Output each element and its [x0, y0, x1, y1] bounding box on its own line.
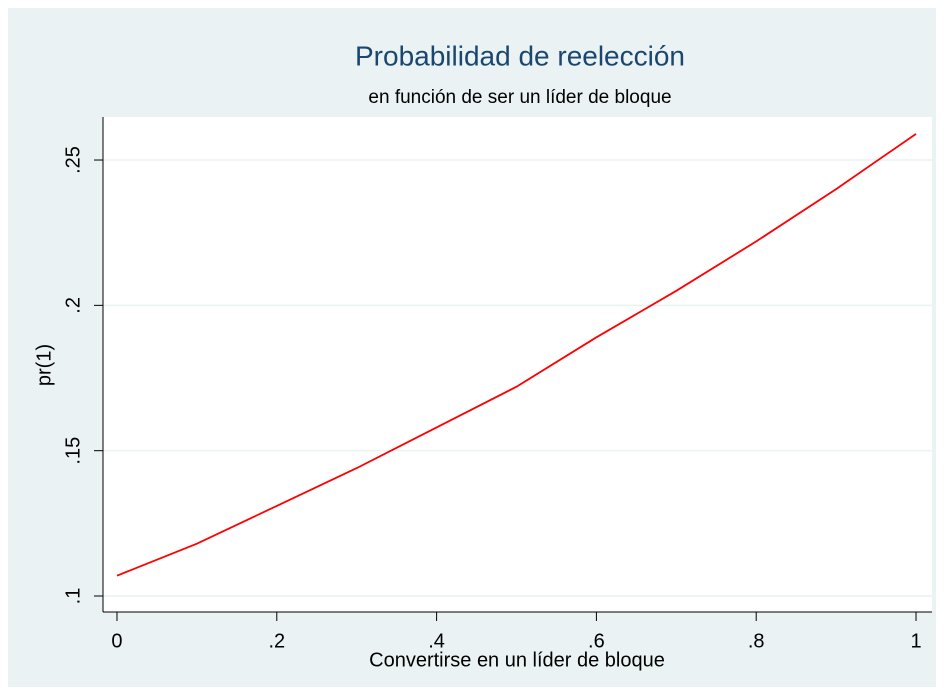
- x-tick-label: .8: [748, 630, 765, 652]
- chart-subtitle: en función de ser un líder de bloque: [368, 87, 671, 108]
- x-tick-label: .4: [428, 630, 445, 652]
- x-tick-label: .6: [588, 630, 605, 652]
- y-tick-label: .25: [62, 146, 84, 174]
- y-tick-label: .1: [62, 588, 84, 605]
- line-series: [116, 133, 917, 577]
- plot-area: [103, 117, 932, 612]
- x-tick-label: 0: [111, 630, 122, 652]
- y-tick-label: .15: [62, 437, 84, 465]
- x-tick-label: 1: [910, 630, 921, 652]
- x-tick-label: .2: [268, 630, 285, 652]
- y-axis-title: pr(1): [33, 344, 55, 386]
- chart-title: Probabilidad de reelección: [355, 40, 685, 71]
- x-axis-title: Convertirse en un líder de bloque: [369, 649, 665, 671]
- y-tick-label: .2: [62, 297, 84, 314]
